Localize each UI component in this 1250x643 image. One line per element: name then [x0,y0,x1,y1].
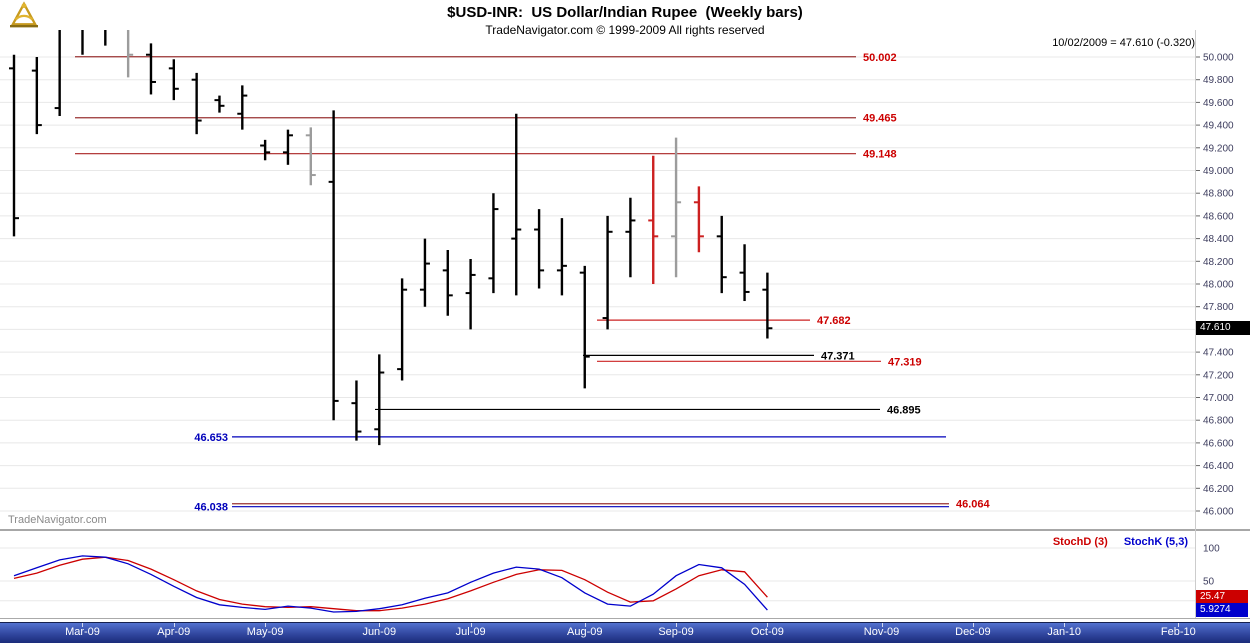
stoch-k-line [13,555,768,613]
price-tick-label: 47.400 [1203,348,1234,359]
level-label: 47.371 [821,350,855,362]
trade-navigator-logo [4,1,44,29]
price-tick-label: 48.400 [1203,234,1234,245]
stoch-tick-label: 100 [1203,544,1220,555]
gold-sextant-logo-icon [10,1,38,28]
month-tick [972,623,974,627]
price-tick-label: 49.800 [1203,75,1234,86]
month-label: Oct-09 [750,626,784,638]
price-tick-label: 50.000 [1203,53,1234,64]
stoch-tick-label: 50 [1203,577,1215,588]
month-label: Jun-09 [362,626,397,638]
month-label: Sep-09 [658,626,694,638]
level-label: 50.002 [863,52,897,64]
price-tick-label: 48.000 [1203,280,1234,291]
level-label: 46.064 [956,499,991,511]
price-tick-label: 46.800 [1203,416,1234,427]
month-tick [379,623,381,627]
month-label: Mar-09 [65,626,100,638]
month-tick [676,623,678,627]
level-label: 49.148 [863,149,897,161]
month-tick [82,623,84,627]
level-label: 49.465 [863,113,897,125]
price-tick-label: 49.000 [1203,166,1234,177]
month-tick [265,623,267,627]
price-tick-label: 46.600 [1203,438,1234,449]
price-tick-label: 46.000 [1203,507,1234,518]
month-label: Jan-10 [1047,626,1081,638]
level-label: 47.682 [817,315,851,327]
month-tick [767,623,769,627]
price-tick-label: 47.000 [1203,393,1234,404]
gridlines [0,56,1195,602]
price-bars [9,30,773,446]
month-tick [584,623,586,627]
last-quote-readout: 10/02/2009 = 47.610 (-0.320) [1052,37,1195,49]
month-tick [1064,623,1066,627]
month-tick [173,623,175,627]
month-tick [881,623,883,627]
price-tick-label: 49.200 [1203,143,1234,154]
stoch-legend: StochD (3) StochK (5,3) [1053,536,1188,548]
support-resistance-levels: 50.002 49.465 49.148 47.682 47.371 47.319 46.8… [75,52,991,514]
month-label: Nov-09 [863,626,900,638]
main-chart-panel[interactable] [0,30,1195,530]
price-tick-label: 48.200 [1203,257,1234,268]
time-axis[interactable]: Mar-09 Apr-09 May-09 Jun-09 Jul-09 Aug-09 Sep-… [0,622,1250,643]
current-price-tag: 47.610 [1196,321,1250,335]
level-label: 46.038 [194,502,228,514]
month-tick [470,623,472,627]
stoch-k-legend-label[interactable]: StochK (5,3) [1123,536,1188,548]
chart-header: $USD-INR: US Dollar/Indian Rupee (Weekly… [0,0,1250,37]
chart-subtitle: TradeNavigator.com © 1999-2009 All right… [485,23,765,37]
month-label: Apr-09 [157,626,191,638]
stoch-d-line [13,556,768,612]
level-label: 47.319 [888,356,922,368]
price-tick-label: 47.800 [1203,302,1234,313]
month-tick [1178,623,1180,627]
price-tick-label: 48.800 [1203,189,1234,200]
price-tick-label: 47.200 [1203,370,1234,381]
price-tick-label: 48.600 [1203,211,1234,222]
month-label: Dec-09 [955,626,991,638]
price-tick-label: 46.400 [1203,461,1234,472]
month-label: May-09 [246,626,284,638]
level-label: 46.653 [194,432,228,444]
level-label: 46.895 [887,404,921,416]
price-tick-label: 46.200 [1203,484,1234,495]
stoch-d-value-tag: 25.47 [1196,590,1248,603]
stoch-k-value-tag: 5.9274 [1196,603,1248,617]
stochastic-lines [13,555,768,613]
stoch-panel[interactable] [0,533,1195,619]
price-tick-label: 49.400 [1203,121,1234,132]
chart-title: $USD-INR: US Dollar/Indian Rupee (Weekly… [447,4,803,21]
price-tick-label: 49.600 [1203,98,1234,109]
month-label: Jul-09 [455,626,486,638]
month-label: Aug-09 [567,626,603,638]
stoch-d-legend-label[interactable]: StochD (3) [1052,536,1108,548]
watermark: TradeNavigator.com [8,514,107,526]
month-label: Feb-10 [1160,626,1196,638]
